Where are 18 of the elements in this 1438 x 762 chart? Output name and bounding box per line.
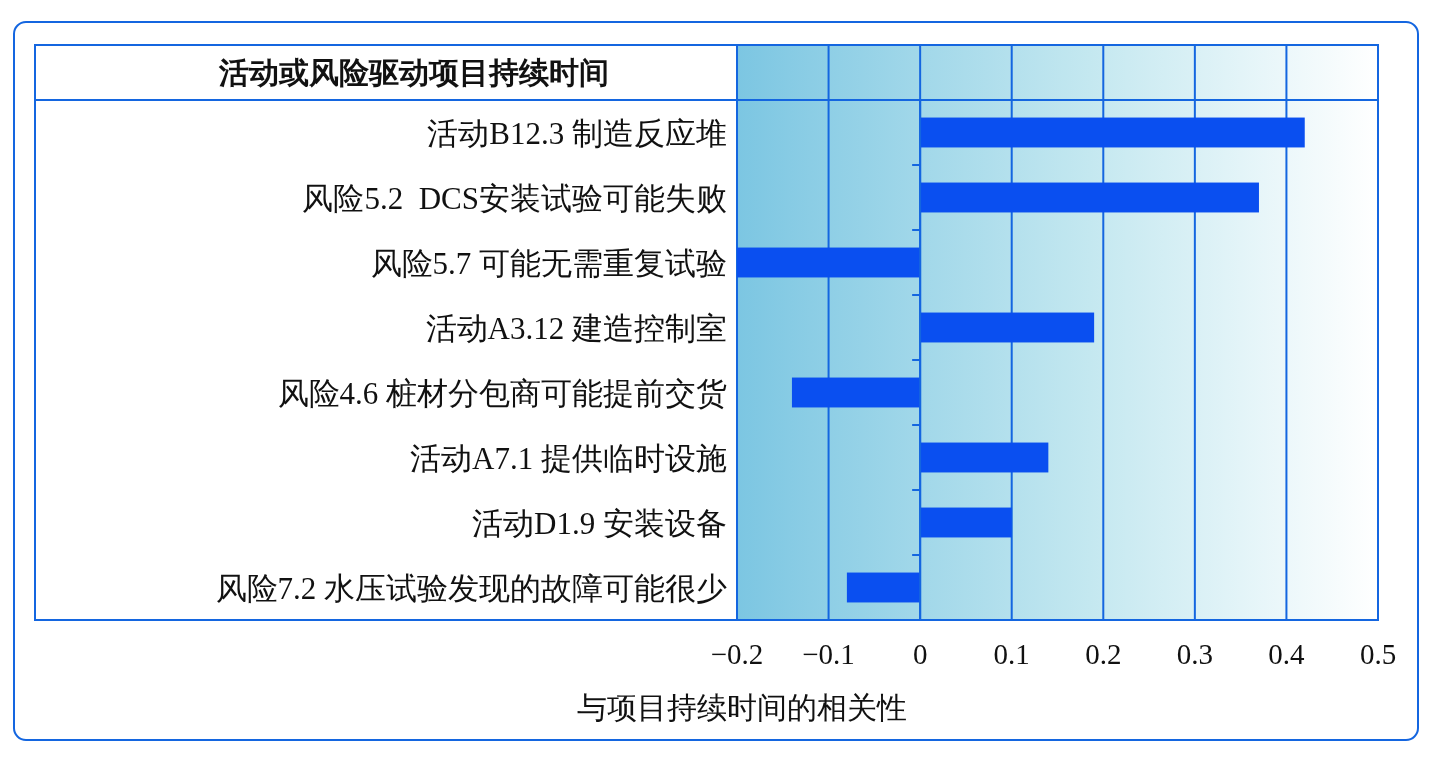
x-tick-label: −0.2 xyxy=(710,638,764,670)
y-tick-label: 活动A7.1 提供临时设施 xyxy=(410,440,727,476)
y-tick-label: 风险5.2 DCS安装试验可能失败 xyxy=(302,180,727,216)
y-tick-label: 风险7.2 水压试验发现的故障可能很少 xyxy=(215,570,727,606)
x-tick-label: −0.1 xyxy=(802,638,855,670)
y-tick-label: 活动D1.9 安装设备 xyxy=(472,505,727,541)
x-tick-label: 0 xyxy=(912,638,928,670)
y-tick-label: 风险5.7 可能无需重复试验 xyxy=(370,245,727,281)
x-tick-label: 0.5 xyxy=(1359,638,1397,670)
y-tick-label: 活动A3.12 建造控制室 xyxy=(425,310,727,346)
y-tick-label: 风险4.6 桩材分包商可能提前交货 xyxy=(277,375,727,411)
x-tick-label: 0.4 xyxy=(1268,638,1306,670)
text: 活动或风险驱动项目持续时间 xyxy=(218,56,609,89)
y-tick-label: 活动B12.3 制造反应堆 xyxy=(427,115,727,151)
x-axis-title: 与项目持续时间的相关性 xyxy=(577,691,907,724)
x-tick-label: 0.1 xyxy=(993,638,1030,670)
x-tick-label: 0.3 xyxy=(1176,638,1213,670)
x-tick-label: 0.2 xyxy=(1085,638,1122,670)
